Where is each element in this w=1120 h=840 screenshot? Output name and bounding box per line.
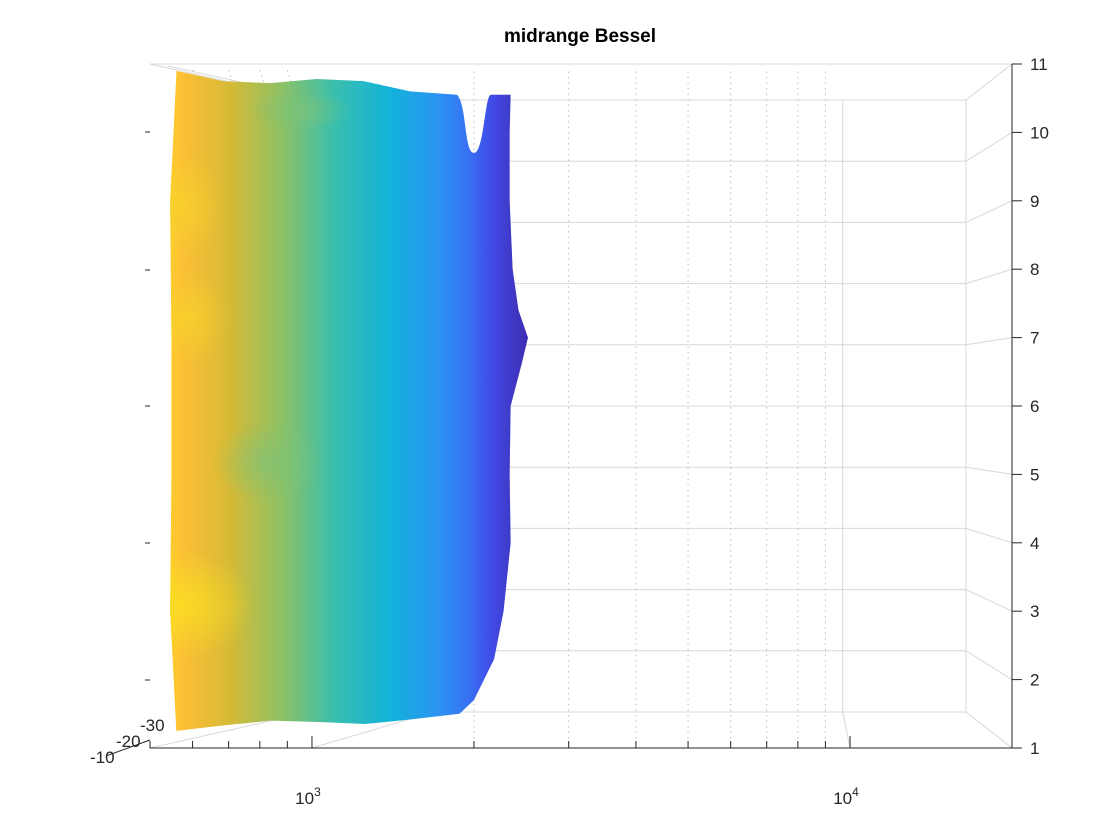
surface-patch <box>170 70 528 735</box>
y-tick-label: 2 <box>1030 671 1039 690</box>
x-tick-label-base: 10 <box>833 789 852 808</box>
hotspot-lower <box>170 550 255 660</box>
grid-line-y-depth <box>965 337 1013 346</box>
y-tick-label: 1 <box>1030 739 1039 758</box>
grid-line-y-depth <box>965 131 1013 162</box>
grid-line-y-depth <box>965 527 1013 544</box>
y-tick-label: 4 <box>1030 534 1039 553</box>
z-axis-ticks: -10-20-30 <box>90 716 165 767</box>
y-tick-label: 3 <box>1030 602 1039 621</box>
hotspot-upper-2 <box>170 270 228 366</box>
x-tick-label-exp: 3 <box>314 785 321 799</box>
y-tick-label: 10 <box>1030 123 1049 142</box>
grid-line-y-depth <box>965 63 1013 101</box>
coolspot-top <box>250 90 350 130</box>
z-tick-label: -20 <box>116 732 141 751</box>
z-tick-label: -30 <box>140 716 165 735</box>
y-tick-label: 8 <box>1030 260 1039 279</box>
coolspot-middle <box>213 422 323 502</box>
x-tick-label: 104 <box>833 785 859 808</box>
grid-line-y-depth <box>965 650 1013 681</box>
y-tick-label: 11 <box>1030 55 1048 74</box>
chart-title: midrange Bessel <box>504 26 656 47</box>
y-axis-ticks: 1 2 3 4 5 6 7 8 9 10 11 <box>145 55 1049 758</box>
grid-line-y-depth <box>965 268 1013 285</box>
grid-line-y-depth <box>965 466 1013 475</box>
surface-fill <box>170 70 528 735</box>
y-tick-label: 5 <box>1030 465 1039 484</box>
grid-line-y-depth <box>965 200 1013 223</box>
y-tick-label: 6 <box>1030 397 1039 416</box>
hotspot-upper-1 <box>170 150 225 260</box>
y-tick-label: 9 <box>1030 192 1039 211</box>
surface-right-edge-shade <box>440 70 528 735</box>
x-tick-label-exp: 4 <box>852 785 859 799</box>
x-axis-ticks: 103 104 <box>149 736 1013 808</box>
x-tick-label-base: 10 <box>295 789 314 808</box>
grid-line-x-floor <box>842 711 851 749</box>
x-tick-label: 103 <box>295 785 321 808</box>
y-tick-label: 7 <box>1030 329 1039 348</box>
z-tick-label: -10 <box>90 748 115 767</box>
grid-line-y-depth <box>965 589 1013 612</box>
grid-line-y-depth <box>965 711 1013 749</box>
z-axis-line <box>105 739 151 757</box>
